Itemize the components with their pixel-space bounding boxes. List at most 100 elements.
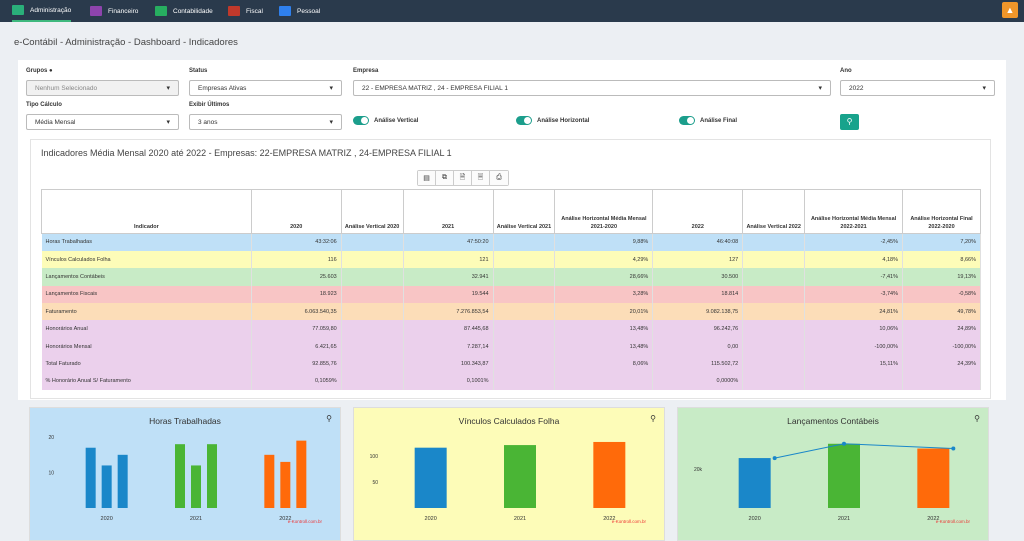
table-cell: 13,48%: [554, 337, 654, 356]
table-cell: 77.059,80: [251, 320, 342, 338]
indicators-table: Indicador 2020 Análise Vertical 2020 2021 An…: [41, 189, 981, 391]
top-navigation-bar: Administração Financeiro Contabilidade F…: [0, 0, 1024, 22]
table-cell: 30.500: [652, 268, 744, 286]
nav-pessoal[interactable]: Pessoal: [279, 0, 320, 22]
zoom-icon[interactable]: ⚲: [650, 414, 656, 423]
x-tick-label: 2021: [514, 516, 526, 522]
table-cell: [742, 303, 806, 321]
print-icon[interactable]: ⎙: [490, 171, 508, 185]
table-view-icon[interactable]: ▤: [418, 171, 436, 185]
table-cell: [341, 355, 404, 373]
chevron-down-icon: ▾: [166, 85, 170, 92]
search-button[interactable]: ⚲: [840, 114, 859, 130]
tipo-select[interactable]: Média Mensal ▾: [26, 114, 179, 130]
bar: [264, 454, 275, 508]
bar: [117, 454, 128, 508]
y-tick-label: 100: [370, 454, 379, 460]
zoom-icon[interactable]: ⚲: [974, 414, 980, 423]
bar: [738, 458, 771, 508]
table-row: Honorários Anual 77.059,80 87.445,68 13,48%…: [41, 320, 981, 338]
table-row: Total Faturado 92.855,76 100.343,87 8,06% 11…: [41, 355, 981, 373]
empresa-select[interactable]: 22 - EMPRESA MATRIZ , 24 - EMPRESA FILIA…: [353, 80, 831, 96]
table-cell: [742, 337, 806, 356]
table-cell: 8,66%: [902, 250, 981, 269]
zoom-icon[interactable]: ⚲: [326, 414, 332, 423]
toggle-analise-vertical[interactable]: Análise Vertical: [353, 116, 418, 125]
nav-label: Contabilidade: [173, 7, 213, 15]
table-cell: Vínculos Calculados Folha: [41, 250, 252, 269]
table-cell: 49,78%: [902, 303, 981, 321]
table-cell: Honorários Anual: [41, 320, 252, 338]
switch-icon[interactable]: [679, 116, 695, 125]
ano-select[interactable]: 2022 ▾: [840, 80, 995, 96]
dashboard-card: Grupos ● Nenhum Selecionado ▾ Status Empr…: [18, 60, 1006, 400]
bar: [175, 444, 185, 508]
x-tick-label: 2020: [425, 516, 437, 522]
toggle-analise-final[interactable]: Análise Final: [679, 116, 737, 125]
add-icon[interactable]: ●: [49, 68, 53, 74]
excel-icon[interactable]: 🗎: [454, 171, 472, 185]
pdf-icon[interactable]: 🗏: [472, 171, 490, 185]
table-cell: [493, 303, 556, 321]
table-cell: 13,48%: [554, 320, 654, 338]
table-cell: 43:32:06: [251, 233, 342, 251]
table-cell: [493, 285, 556, 304]
switch-icon[interactable]: [516, 116, 532, 125]
chart-horas-trabalhadas: 10 20 2020 2021 2022 e-Kontroll.com.br Horas …: [29, 407, 341, 541]
table-cell: [493, 268, 556, 286]
toggle-analise-horizontal[interactable]: Análise Horizontal: [516, 116, 589, 125]
table-cell: 127: [652, 250, 744, 269]
table-cell: 0,1059%: [251, 372, 342, 391]
table-cell: 15,11%: [804, 355, 904, 373]
nav-financeiro[interactable]: Financeiro: [90, 0, 138, 22]
nav-contabilidade[interactable]: Contabilidade: [155, 0, 213, 22]
table-cell: Faturamento: [41, 303, 252, 321]
bar: [191, 465, 201, 508]
grupos-value: Nenhum Selecionado: [35, 84, 98, 92]
table-cell: 87.445,68: [403, 320, 494, 338]
column-header: Análise Vertical 2020: [340, 189, 404, 234]
x-tick-label: 2021: [838, 516, 850, 522]
table-cell: 115.502,72: [652, 355, 744, 373]
exibir-select[interactable]: 3 anos ▾: [189, 114, 342, 130]
y-tick-label: 50: [372, 480, 378, 486]
table-cell: [742, 268, 806, 286]
monitor-icon: [12, 5, 24, 15]
table-cell: 116: [251, 250, 342, 269]
table-cell: [341, 372, 404, 391]
switch-icon[interactable]: [353, 116, 369, 125]
nav-administracao[interactable]: Administração: [12, 0, 72, 22]
table-cell: 8,06%: [554, 355, 654, 373]
table-cell: [742, 372, 806, 391]
table-cell: -3,74%: [804, 285, 904, 304]
table-cell: 24,81%: [804, 303, 904, 321]
notifications-button[interactable]: ▲: [1002, 2, 1018, 18]
grupos-select[interactable]: Nenhum Selecionado ▾: [26, 80, 179, 96]
status-select[interactable]: Empresas Ativas ▾: [189, 80, 342, 96]
copy-icon[interactable]: ⧉: [436, 171, 454, 185]
chart-credit: e-Kontroll.com.br: [936, 519, 971, 524]
table-cell: 32.941: [403, 268, 494, 286]
export-toolbar: ▤ ⧉ 🗎 🗏 ⎙: [417, 170, 509, 186]
column-header: Análise Horizontal Média Mensal 2022-202…: [804, 189, 904, 234]
table-cell: 7.287,14: [403, 337, 494, 356]
table-cell: 121: [403, 250, 494, 269]
table-row: Vínculos Calculados Folha 116 121 4,29% 127 4…: [41, 250, 981, 269]
x-tick-label: 2022: [927, 516, 939, 522]
table-cell: 20,01%: [554, 303, 654, 321]
table-cell: 4,29%: [554, 250, 654, 269]
table-cell: 92.855,76: [251, 355, 342, 373]
document-icon: [228, 6, 240, 16]
toggle-label: Análise Horizontal: [537, 117, 590, 124]
exibir-value: 3 anos: [198, 118, 218, 126]
table-cell: [804, 372, 904, 391]
table-cell: 4,18%: [804, 250, 904, 269]
exibir-label: Exibir Últimos: [189, 102, 230, 108]
x-tick-label: 2022: [603, 516, 615, 522]
table-cell: [742, 233, 806, 251]
table-cell: 19,13%: [902, 268, 981, 286]
toggle-label: Análise Vertical: [374, 117, 419, 124]
table-cell: [493, 355, 556, 373]
nav-fiscal[interactable]: Fiscal: [228, 0, 263, 22]
